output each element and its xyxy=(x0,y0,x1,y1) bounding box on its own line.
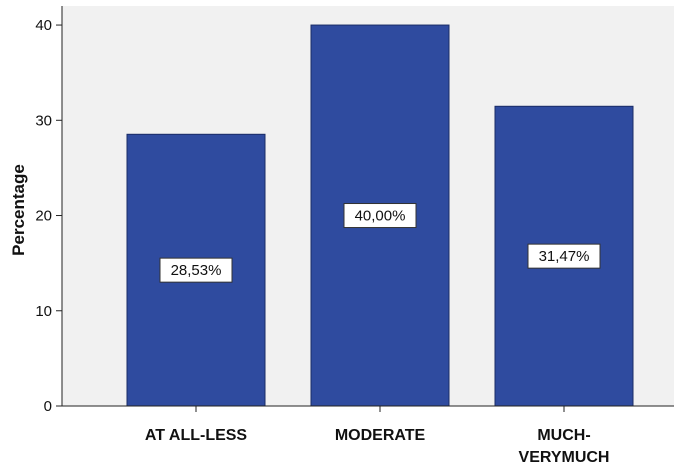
data-label-3: 31,47% xyxy=(527,243,601,269)
data-labels: 28,53% 40,00% 31,47% xyxy=(159,203,601,283)
data-label-2: 40,00% xyxy=(343,203,417,229)
x-category-label: AT ALL-LESS xyxy=(145,427,248,444)
data-label-1: 28,53% xyxy=(159,257,233,283)
y-tick-label: 20 xyxy=(35,208,52,225)
y-axis: 0 10 20 30 40 xyxy=(35,6,63,415)
data-label-box xyxy=(159,257,233,283)
data-label-text: 31,47% xyxy=(539,248,590,265)
y-tick-label: 30 xyxy=(35,112,52,129)
y-axis-title: Percentage xyxy=(9,164,28,256)
x-axis: AT ALL-LESS MODERATE MUCH-VERYMUCH xyxy=(62,405,674,466)
data-label-text: 40,00% xyxy=(355,208,406,225)
x-category-label: MODERATE xyxy=(335,427,426,444)
y-tick-label: 40 xyxy=(35,17,52,34)
data-label-box xyxy=(527,243,601,269)
y-tick-label: 10 xyxy=(35,303,52,320)
data-label-box xyxy=(343,203,417,229)
data-label-text: 28,53% xyxy=(171,262,222,279)
y-tick-label: 0 xyxy=(44,398,52,415)
x-category-label: MUCH-VERYMUCH xyxy=(519,427,610,466)
